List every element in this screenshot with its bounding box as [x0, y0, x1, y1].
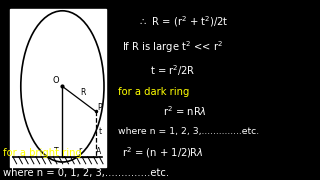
Text: r$^2$ = (n + 1/2)R$\lambda$: r$^2$ = (n + 1/2)R$\lambda$ — [122, 146, 204, 160]
Text: t: t — [98, 127, 101, 136]
Text: for a dark ring: for a dark ring — [118, 87, 190, 97]
Text: for a bright ring: for a bright ring — [3, 148, 82, 158]
Text: R: R — [80, 88, 85, 97]
FancyBboxPatch shape — [10, 9, 106, 167]
Text: r$^2$ = nR$\lambda$: r$^2$ = nR$\lambda$ — [163, 105, 207, 118]
Text: where n = 0, 1, 2, 3,..............etc.: where n = 0, 1, 2, 3,..............etc. — [3, 168, 169, 178]
Text: $\therefore$ R = (r$^2$ + t$^2$)/2t: $\therefore$ R = (r$^2$ + t$^2$)/2t — [138, 14, 228, 29]
Text: P: P — [98, 103, 102, 112]
Text: T: T — [54, 147, 59, 156]
Ellipse shape — [21, 11, 104, 162]
Text: A: A — [95, 147, 101, 156]
Text: t = r$^2$/2R: t = r$^2$/2R — [150, 63, 196, 78]
Text: r: r — [78, 146, 81, 155]
Text: O: O — [52, 76, 59, 85]
Text: If R is large t$^2$ << r$^2$: If R is large t$^2$ << r$^2$ — [122, 39, 223, 55]
Text: where n = 1, 2, 3,..............etc.: where n = 1, 2, 3,..............etc. — [118, 127, 260, 136]
